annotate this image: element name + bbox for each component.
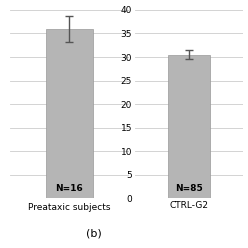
Text: N=85: N=85 [175,184,203,193]
Text: N=16: N=16 [56,184,83,193]
Text: (b): (b) [86,228,102,238]
Bar [168,55,210,198]
Bar [46,29,93,198]
